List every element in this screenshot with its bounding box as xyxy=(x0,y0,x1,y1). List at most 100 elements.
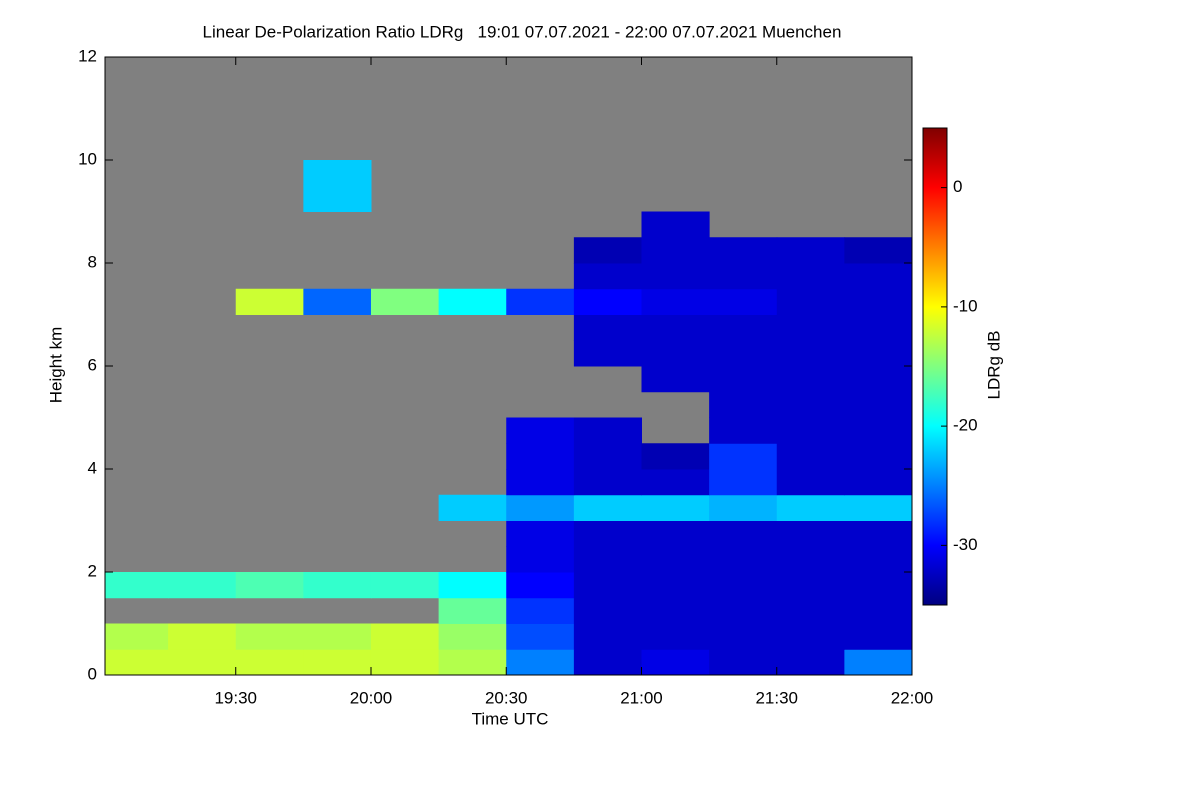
heat-cell xyxy=(844,417,913,444)
heat-cell xyxy=(709,469,778,496)
heat-cell xyxy=(776,649,845,676)
heat-cell xyxy=(573,443,642,470)
heat-cell xyxy=(573,237,642,264)
heat-cell xyxy=(641,494,710,521)
colorbar-tick-label: -30 xyxy=(953,535,978,554)
heat-cell xyxy=(776,469,845,496)
x-tick-label: 21:30 xyxy=(755,688,798,707)
y-tick-label: 2 xyxy=(88,561,97,580)
heat-cell xyxy=(235,649,304,676)
heat-cell xyxy=(235,623,304,650)
heat-cell xyxy=(776,391,845,418)
chart-title: Linear De-Polarization Ratio LDRg 19:01 … xyxy=(203,22,842,41)
heat-cell xyxy=(641,469,710,496)
colorbar-tick-label: -10 xyxy=(953,296,978,315)
heat-cell xyxy=(438,572,507,599)
heat-cell xyxy=(844,649,913,676)
heat-cell xyxy=(709,417,778,444)
heat-cell xyxy=(709,494,778,521)
heat-cell xyxy=(776,623,845,650)
heat-cell xyxy=(303,649,372,676)
heat-cell xyxy=(776,366,845,393)
heat-cell xyxy=(641,443,710,470)
heat-cell xyxy=(370,623,440,650)
heat-cell xyxy=(776,443,845,470)
heat-cell xyxy=(168,623,237,650)
heat-cell xyxy=(506,623,575,650)
heat-cell xyxy=(506,597,575,624)
heat-cell xyxy=(844,366,913,393)
heat-cell xyxy=(438,288,507,315)
heat-cell xyxy=(641,340,710,367)
heat-cell xyxy=(506,443,575,470)
heat-cell xyxy=(641,623,710,650)
heat-cell xyxy=(370,572,440,599)
heat-cell xyxy=(438,623,507,650)
heat-cell xyxy=(105,572,169,599)
heat-cell xyxy=(709,520,778,547)
heat-cell xyxy=(168,649,237,676)
y-tick-label: 4 xyxy=(88,458,97,477)
colorbar-label: LDRg dB xyxy=(984,331,1003,400)
heat-cell xyxy=(844,520,913,547)
heat-cell xyxy=(506,520,575,547)
heat-cell xyxy=(844,572,913,599)
heat-cell xyxy=(641,572,710,599)
heat-cell xyxy=(573,288,642,315)
heat-cell xyxy=(709,391,778,418)
heat-cell xyxy=(506,546,575,573)
y-tick-label: 10 xyxy=(78,149,97,168)
heat-cell xyxy=(573,469,642,496)
heat-cell xyxy=(573,649,642,676)
heat-cell xyxy=(641,597,710,624)
heat-cell xyxy=(641,237,710,264)
heat-cell xyxy=(776,417,845,444)
x-tick-label: 20:00 xyxy=(350,688,393,707)
heat-cell xyxy=(573,546,642,573)
heat-cell xyxy=(844,237,913,264)
heat-cell xyxy=(370,288,440,315)
heat-cell xyxy=(844,340,913,367)
x-tick-label: 21:00 xyxy=(620,688,663,707)
y-tick-label: 6 xyxy=(88,355,97,374)
heat-cell xyxy=(776,546,845,573)
heat-cell xyxy=(573,263,642,290)
heat-cell xyxy=(844,314,913,341)
heat-cell xyxy=(506,417,575,444)
heat-cell xyxy=(776,572,845,599)
heat-cell xyxy=(573,597,642,624)
heat-cell xyxy=(844,288,913,315)
heat-cell xyxy=(303,160,372,187)
heat-cell xyxy=(573,572,642,599)
y-tick-label: 0 xyxy=(88,664,97,683)
heat-cell xyxy=(844,597,913,624)
heat-cell xyxy=(506,649,575,676)
heat-cell xyxy=(506,469,575,496)
x-tick-label: 19:30 xyxy=(214,688,257,707)
heat-cell xyxy=(844,469,913,496)
heat-cell xyxy=(776,597,845,624)
heat-cell xyxy=(573,417,642,444)
heat-cell xyxy=(709,340,778,367)
heat-cell xyxy=(709,649,778,676)
heat-cell xyxy=(641,546,710,573)
heat-cell xyxy=(709,546,778,573)
heat-cell xyxy=(709,623,778,650)
heat-cell xyxy=(844,443,913,470)
heat-cell xyxy=(506,288,575,315)
heat-cell xyxy=(573,520,642,547)
heat-cell xyxy=(641,649,710,676)
heat-cell xyxy=(776,340,845,367)
heat-cell xyxy=(573,340,642,367)
heat-cell xyxy=(641,520,710,547)
heat-cell xyxy=(844,623,913,650)
heat-cell xyxy=(776,288,845,315)
heat-cell xyxy=(641,263,710,290)
heat-cell xyxy=(235,572,304,599)
heat-cell xyxy=(573,623,642,650)
heat-cell xyxy=(105,649,169,676)
heat-cell xyxy=(776,314,845,341)
colorbar xyxy=(922,127,948,606)
